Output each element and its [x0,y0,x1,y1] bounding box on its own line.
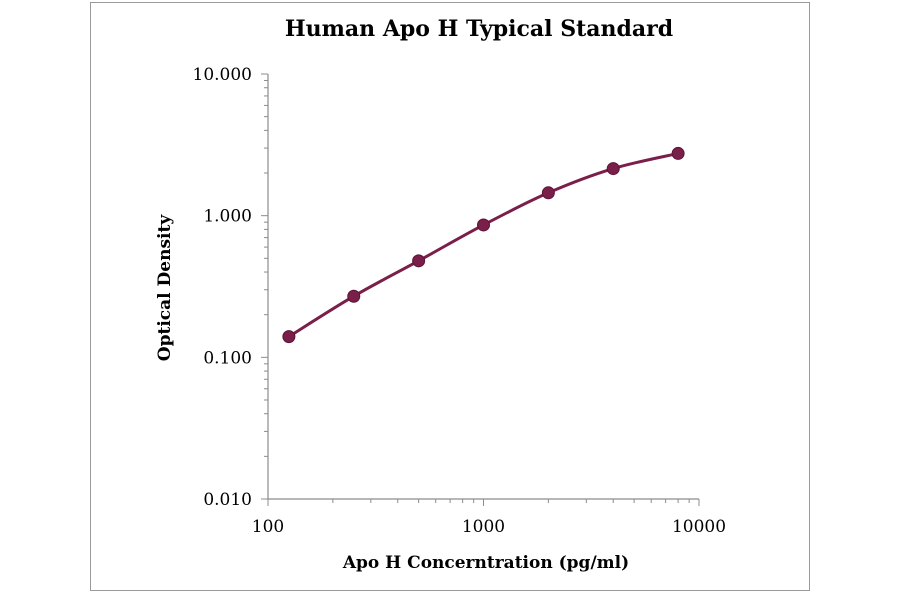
data-point [347,289,361,303]
chart-canvas: Human Apo H Typical Standard Apo H Conce… [155,16,727,573]
data-point [282,330,296,344]
axes [267,74,699,500]
series-line [288,151,679,338]
y-tick-label: 0.010 [203,490,252,510]
tick-labels: 0.010 0.100 1.000 10.000 100 1000 10000 [193,65,727,537]
plot-series [282,146,685,344]
x-axis-label: Apo H Concerntration (pg/ml) [342,553,629,573]
chart-title: Human Apo H Typical Standard [285,16,673,42]
data-point [671,146,685,160]
chart-frame: Human Apo H Typical Standard Apo H Conce… [90,2,810,591]
y-tick-label: 10.000 [193,65,252,85]
x-tick-label: 100 [252,517,284,537]
tick-marks [261,73,700,506]
y-axis-label: Optical Density [155,214,175,362]
data-point [541,186,555,200]
data-point [412,254,426,268]
x-tick-label: 1000 [462,517,505,537]
data-point [606,162,620,176]
data-point [477,218,490,232]
x-tick-label: 10000 [672,517,726,537]
y-tick-label: 1.000 [203,207,252,227]
y-tick-label: 0.100 [203,348,252,368]
